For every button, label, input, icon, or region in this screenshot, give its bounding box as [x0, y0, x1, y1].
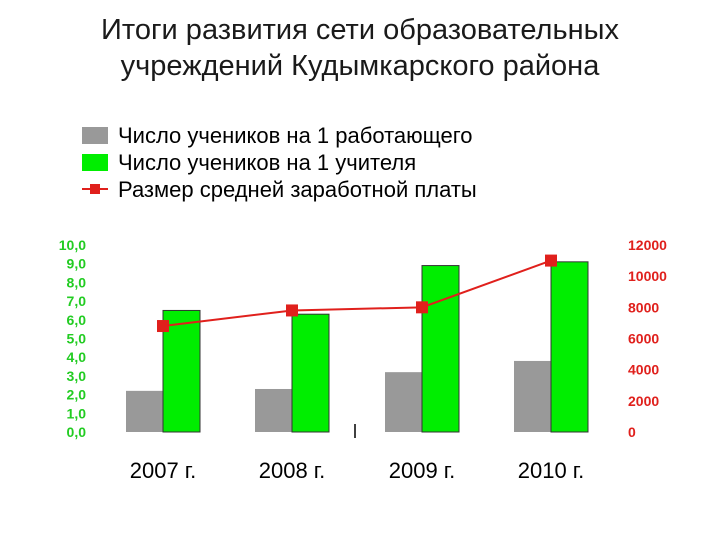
y-left-tick-label: 8,0 — [67, 274, 87, 290]
salary-point — [416, 301, 428, 314]
y-left-tick-label: 9,0 — [67, 256, 87, 272]
salary-point — [157, 320, 169, 333]
bar-staff — [255, 388, 292, 432]
y-left-tick-label: 6,0 — [67, 312, 87, 328]
chart-title-line-2: учреждений Кудымкарского района — [120, 50, 600, 82]
y-left-tick-label: 3,0 — [67, 368, 87, 384]
salary-point — [286, 304, 298, 317]
y-left-tick-label: 1,0 — [67, 405, 87, 421]
legend-swatch-green — [82, 154, 108, 171]
y-right-tick-label: 6000 — [628, 331, 659, 347]
y-right-tick-label: 4000 — [628, 362, 659, 378]
bar-staff — [514, 360, 551, 432]
y-left-tick-label: 2,0 — [67, 387, 87, 403]
legend-label-salary: Размер средней заработной платы — [118, 176, 477, 202]
y-left-tick-label: 5,0 — [67, 331, 87, 347]
chart-title: Итоги развития сети образовательных учре… — [0, 12, 720, 84]
bar-staff — [126, 390, 163, 432]
bar-teacher — [291, 313, 330, 433]
x-tick-label: 2010 г. — [518, 458, 585, 483]
y-right-tick-label: 0 — [628, 424, 636, 440]
salary-point — [545, 254, 557, 267]
bar-teacher — [550, 261, 589, 433]
legend-item-salary: Размер средней заработной платы — [82, 176, 477, 203]
x-tick-label: 2009 г. — [389, 458, 456, 483]
legend-label-teacher: Число учеников на 1 учителя — [118, 149, 417, 175]
legend-label-staff: Число учеников на 1 работающего — [118, 122, 473, 148]
y-left-tick-label: 0,0 — [67, 424, 87, 440]
bar-teacher — [162, 309, 201, 433]
y-left-tick-label: 4,0 — [67, 349, 87, 365]
chart-title-line-1: Итоги развития сети образовательных — [101, 14, 619, 46]
bar-teacher — [421, 265, 460, 433]
y-right-tick-label: 12000 — [628, 237, 667, 253]
salary-line — [162, 259, 552, 328]
x-tick-label: 2007 г. — [130, 458, 197, 483]
y-right-tick-label: 8000 — [628, 299, 659, 315]
legend-swatch-line — [82, 181, 108, 198]
legend-swatch-gray — [82, 127, 108, 144]
legend-item-staff: Число учеников на 1 работающего — [82, 122, 477, 149]
legend-item-teacher: Число учеников на 1 учителя — [82, 149, 477, 176]
y-left-tick-label: 10,0 — [59, 237, 86, 253]
y-right-tick-label: 10000 — [628, 268, 667, 284]
bar-staff — [385, 372, 422, 432]
x-tick-label: 2008 г. — [259, 458, 326, 483]
y-left-tick-label: 7,0 — [67, 293, 87, 309]
legend: Число учеников на 1 работающего Число уч… — [82, 122, 477, 203]
y-right-tick-label: 2000 — [628, 393, 659, 409]
